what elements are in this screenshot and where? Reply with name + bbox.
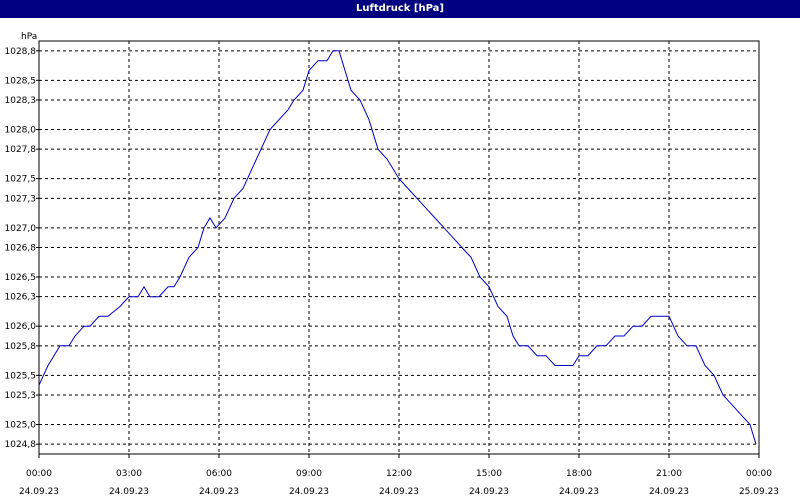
x-tick-date-label: 24.09.23 [469,487,509,497]
x-tick-time-label: 15:00 [476,469,502,479]
y-tick-label: 1025,5 [5,371,37,381]
x-tick-time-label: 03:00 [116,469,142,479]
y-tick-label: 1024,8 [5,440,37,450]
series-layer [38,50,757,445]
y-tick-label: 1028,0 [5,126,37,136]
y-tick-label: 1027,3 [5,194,37,204]
y-tick-label: 1026,8 [5,244,37,254]
x-tick-date-label: 24.09.23 [19,487,59,497]
pressure-series-line [38,50,757,445]
x-tick-time-label: 00:00 [746,469,772,479]
x-tick-date-label: 24.09.23 [199,487,239,497]
x-tick-time-label: 18:00 [566,469,592,479]
y-axis-ticks: 1024,8 1025,0 1025,3 1025,5 1025,8 1026,0 1026… [5,47,39,450]
x-axis-ticks: 00:00 24.09.23 03:00 24.09.23 06:00 24.09.23 0… [19,454,779,497]
y-tick-label: 1027,5 [5,175,37,185]
x-tick-time-label: 12:00 [386,469,412,479]
y-tick-label: 1027,0 [5,224,37,234]
y-tick-label: 1026,5 [5,273,37,283]
chart-title: Luftdruck [hPa] [0,0,800,18]
y-axis-unit-label: hPa [21,32,37,42]
x-tick-date-label: 24.09.23 [379,487,419,497]
y-tick-label: 1028,3 [5,96,37,106]
x-tick-time-label: 09:00 [296,469,322,479]
y-tick-label: 1026,3 [5,293,37,303]
x-tick-date-label: 24.09.23 [289,487,329,497]
x-tick-date-label: 24.09.23 [649,487,689,497]
x-tick-time-label: 06:00 [206,469,232,479]
y-tick-label: 1028,8 [5,47,37,57]
x-tick-date-label: 25.09.23 [739,487,779,497]
grid-lines [39,41,759,454]
y-tick-label: 1025,3 [5,391,37,401]
y-tick-label: 1025,0 [5,421,37,431]
pressure-line-chart: 1024,8 1025,0 1025,3 1025,5 1025,8 1026,0 1026… [5,32,780,497]
x-tick-date-label: 24.09.23 [559,487,599,497]
y-tick-label: 1028,5 [5,76,37,86]
x-tick-time-label: 21:00 [656,469,682,479]
x-tick-time-label: 00:00 [26,469,52,479]
x-tick-date-label: 24.09.23 [109,487,149,497]
y-tick-label: 1025,8 [5,342,37,352]
y-tick-label: 1027,8 [5,145,37,155]
y-tick-label: 1026,0 [5,322,37,332]
